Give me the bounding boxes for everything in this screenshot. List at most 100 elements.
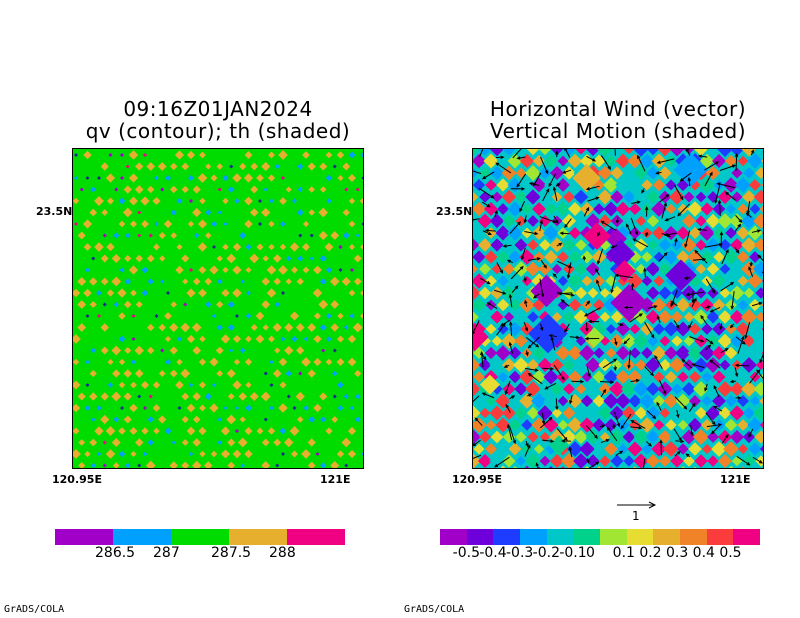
heatmap-cell xyxy=(291,450,298,458)
heatmap-cell xyxy=(729,429,745,445)
heatmap-cell xyxy=(278,265,288,275)
heatmap-cell xyxy=(473,178,486,192)
heatmap-cell xyxy=(531,393,547,409)
wind-vector xyxy=(630,217,638,236)
heatmap-cell xyxy=(307,162,316,171)
heatmap-cell xyxy=(695,239,707,251)
wind-vector xyxy=(705,278,716,295)
heatmap-cell xyxy=(669,466,673,468)
wind-vector xyxy=(508,293,513,308)
heatmap-cell xyxy=(593,179,605,191)
heatmap-cell xyxy=(347,426,357,436)
heatmap-cell xyxy=(153,243,160,251)
heatmap-cell xyxy=(250,185,259,194)
wind-vector xyxy=(571,379,585,384)
heatmap-cell xyxy=(332,164,337,169)
heatmap-cell xyxy=(761,279,763,283)
heatmap-cell xyxy=(615,345,631,361)
colorbar-cell xyxy=(706,529,734,545)
heatmap-cell xyxy=(647,335,659,347)
wind-vector xyxy=(588,461,600,468)
heatmap-cell xyxy=(592,418,606,432)
heatmap-cell xyxy=(645,261,661,277)
heatmap-cell xyxy=(759,397,763,405)
heatmap-cell xyxy=(332,348,337,353)
wind-vector xyxy=(629,313,643,323)
heatmap-cell xyxy=(326,336,332,342)
wind-vector xyxy=(564,149,571,158)
heatmap-cell xyxy=(717,149,733,157)
heatmap-cell xyxy=(105,426,116,436)
heatmap-cell xyxy=(527,239,539,251)
heatmap-cell xyxy=(348,243,356,251)
wind-vector xyxy=(510,187,526,191)
heatmap-cell xyxy=(260,391,271,402)
wind-vector xyxy=(566,262,572,280)
wind-vector xyxy=(473,439,481,447)
heatmap-cell xyxy=(521,227,533,239)
wind-vector xyxy=(691,297,697,308)
wind-vector xyxy=(645,231,649,237)
heatmap-cell xyxy=(491,191,503,203)
wind-vector xyxy=(583,206,590,217)
right-title-line2: Vertical Motion (shaded) xyxy=(489,119,747,143)
heatmap-cell xyxy=(761,327,763,331)
heatmap-cell xyxy=(153,427,160,435)
heatmap-cell xyxy=(169,162,178,171)
wind-vector xyxy=(745,212,752,218)
heatmap-cell xyxy=(730,334,744,348)
heatmap-cell xyxy=(342,232,350,239)
heatmap-cell xyxy=(191,460,202,468)
heatmap-cell xyxy=(198,381,207,389)
heatmap-cell xyxy=(361,452,363,456)
wind-vector xyxy=(659,194,670,203)
heatmap-cell xyxy=(329,276,340,287)
heatmap-cell xyxy=(712,202,726,216)
heatmap-cell xyxy=(604,442,618,456)
heatmap-cell xyxy=(519,177,535,193)
heatmap-cell xyxy=(579,153,595,169)
heatmap-cell xyxy=(220,449,231,459)
heatmap-cell xyxy=(209,357,219,367)
heatmap-cell xyxy=(147,185,155,194)
wind-vector xyxy=(734,367,739,378)
heatmap-cell xyxy=(308,186,316,193)
heatmap-cell xyxy=(646,166,660,180)
heatmap-cell xyxy=(360,290,363,296)
heatmap-cell xyxy=(105,173,116,183)
heatmap-cell xyxy=(473,273,487,289)
heatmap-cell xyxy=(217,187,222,192)
heatmap-cell xyxy=(147,439,154,446)
heatmap-cell xyxy=(736,226,750,240)
wind-vector xyxy=(494,289,507,295)
heatmap-cell xyxy=(676,250,690,264)
heatmap-cell xyxy=(302,243,310,251)
wind-vector xyxy=(495,162,512,174)
wind-vector xyxy=(585,300,591,307)
heatmap-cell xyxy=(605,347,617,359)
heatmap-cell xyxy=(761,231,763,235)
colorbar-cell xyxy=(653,529,680,545)
heatmap-cell xyxy=(639,393,655,409)
wind-vector xyxy=(541,412,546,425)
heatmap-cell xyxy=(706,334,720,348)
heatmap-cell xyxy=(313,312,322,320)
heatmap-cell xyxy=(665,419,677,431)
heatmap-cell xyxy=(232,242,242,252)
wind-vector xyxy=(615,450,624,456)
wind-vector xyxy=(614,337,618,346)
colorbar-tick-label: -0.4 xyxy=(479,545,507,561)
wind-vector xyxy=(704,171,713,187)
heatmap-cell xyxy=(170,209,177,216)
heatmap-cell xyxy=(216,278,223,285)
heatmap-cell xyxy=(489,405,505,421)
heatmap-cell xyxy=(341,437,352,448)
heatmap-cell xyxy=(593,347,605,359)
heatmap-cell xyxy=(143,153,147,157)
heatmap-cell xyxy=(337,174,344,182)
heatmap-cell xyxy=(628,202,642,216)
wind-vector xyxy=(637,154,646,172)
wind-vector xyxy=(481,392,495,399)
heatmap-cell xyxy=(573,429,589,445)
heatmap-cell xyxy=(633,466,637,468)
